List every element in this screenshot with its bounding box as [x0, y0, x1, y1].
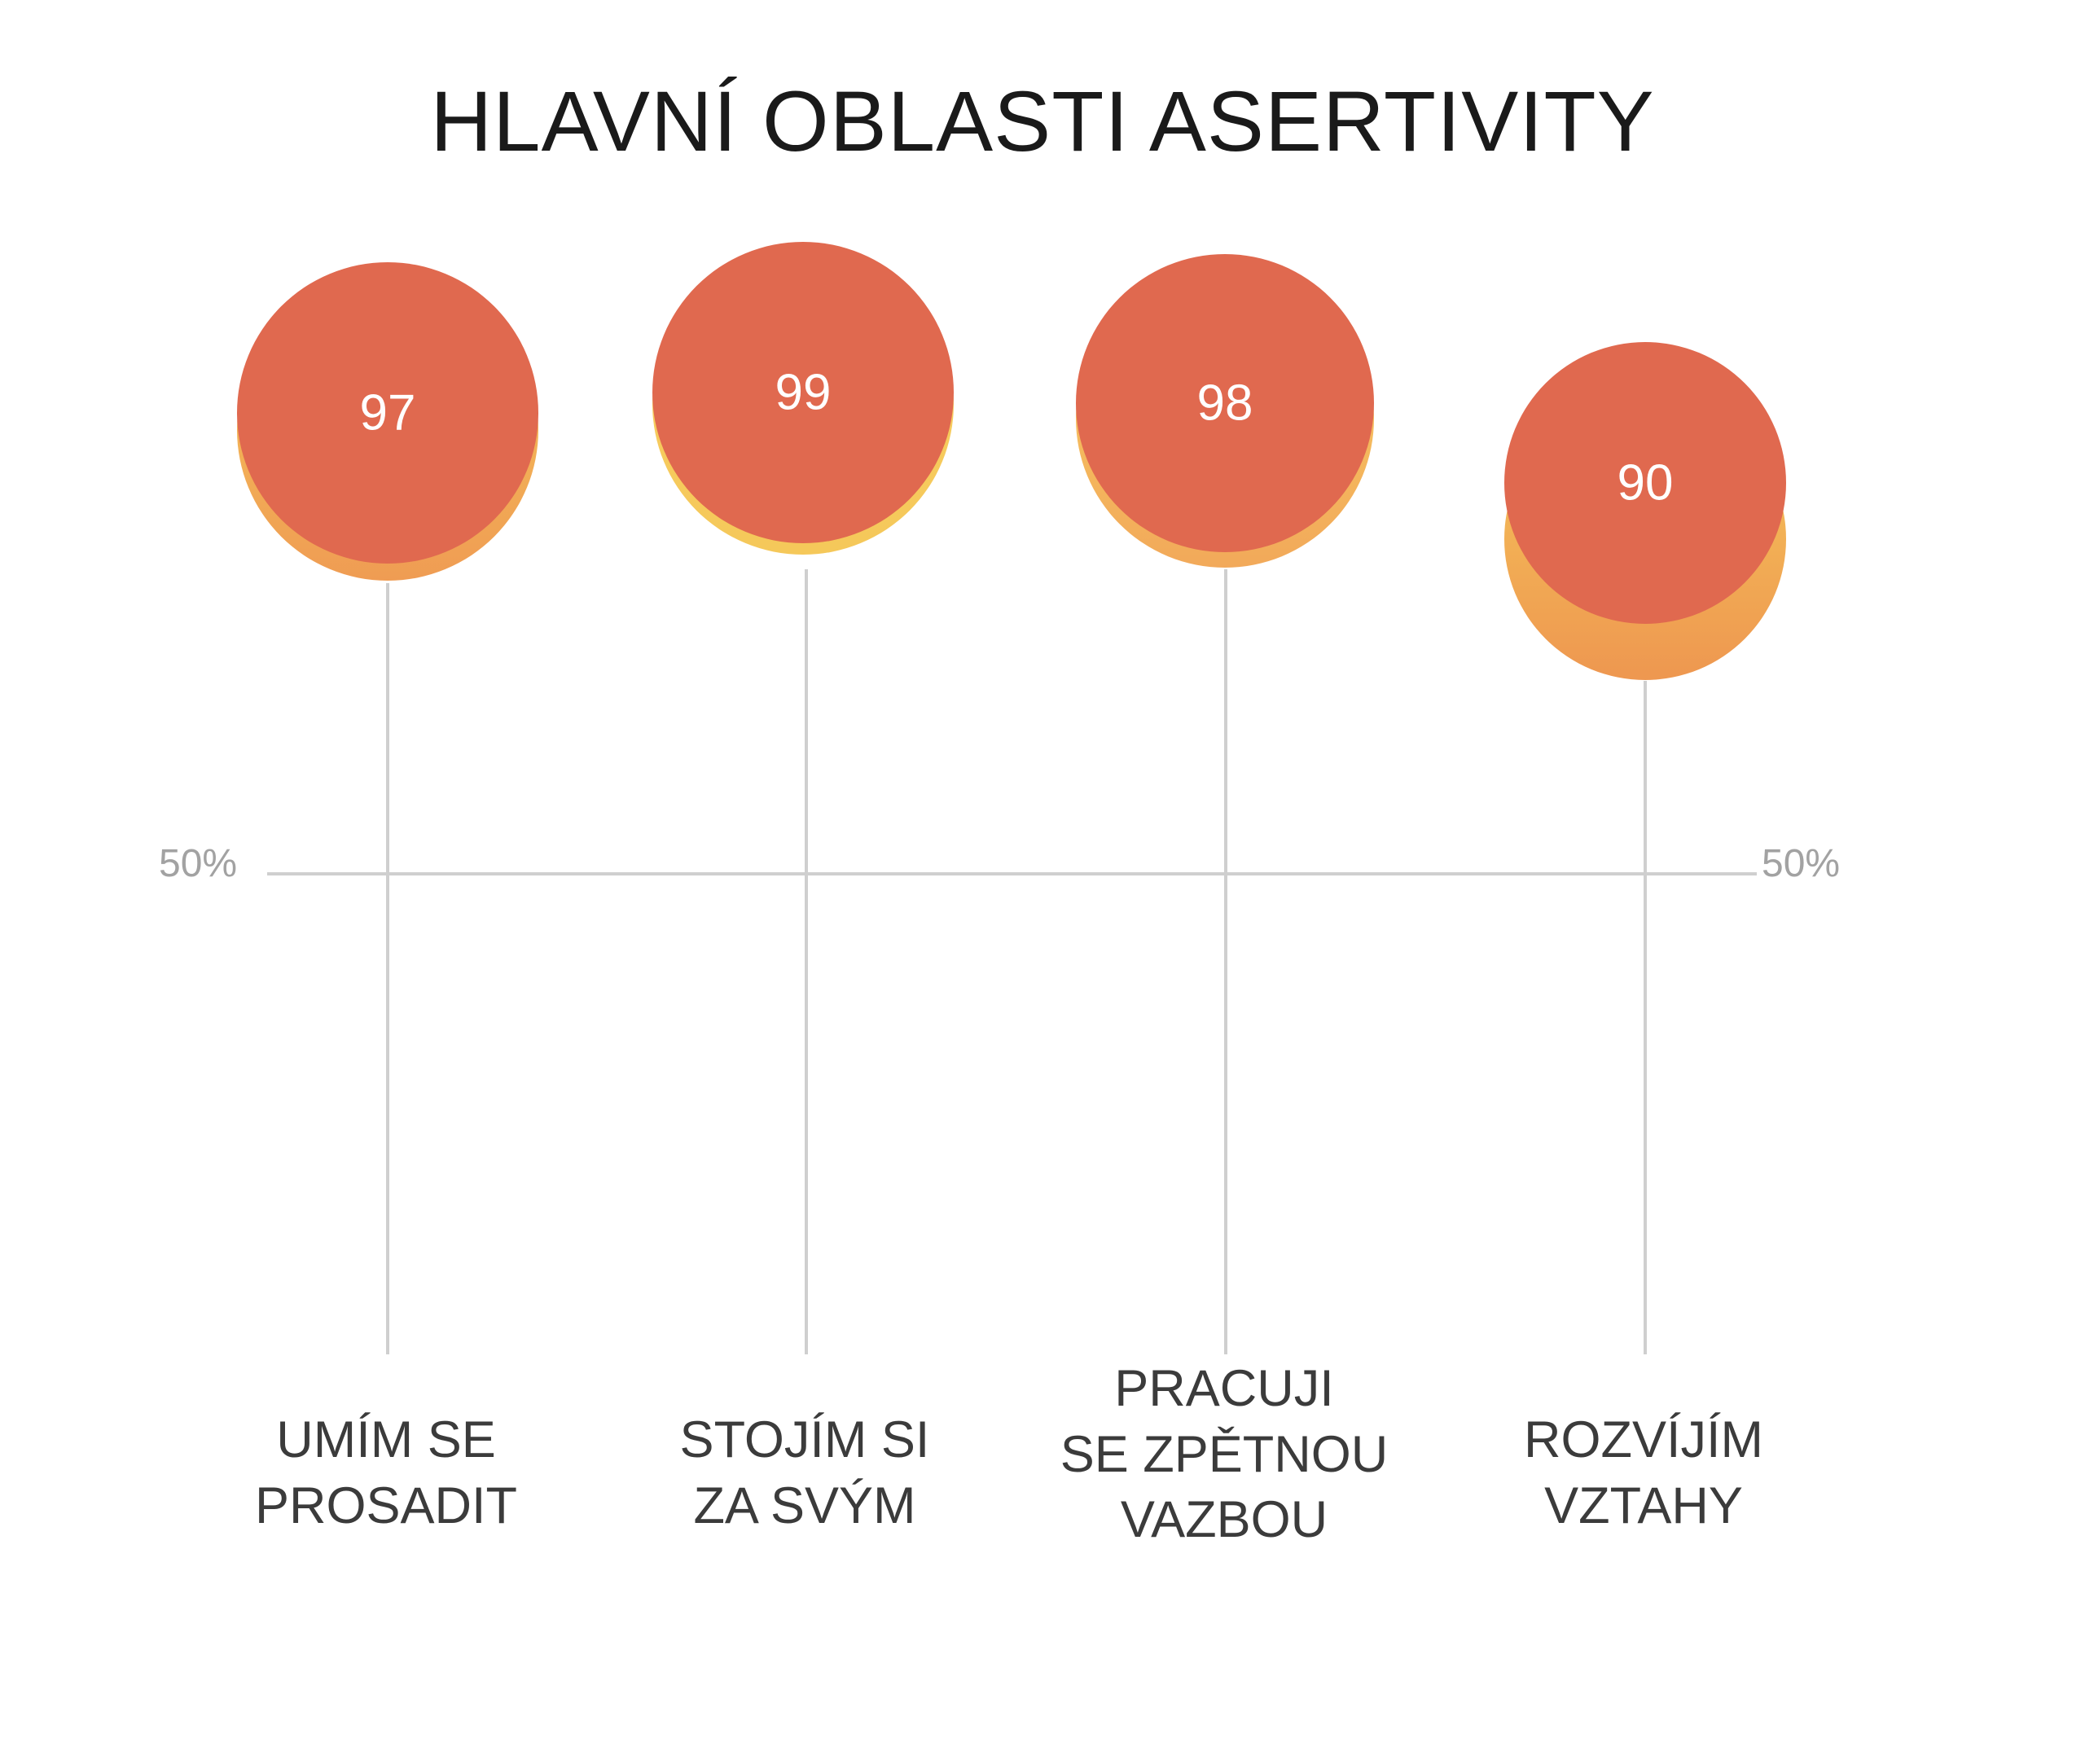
svg-text:98: 98	[1197, 375, 1253, 432]
svg-text:97: 97	[360, 385, 416, 441]
svg-text:90: 90	[1618, 455, 1674, 511]
svg-text:99: 99	[775, 365, 832, 421]
